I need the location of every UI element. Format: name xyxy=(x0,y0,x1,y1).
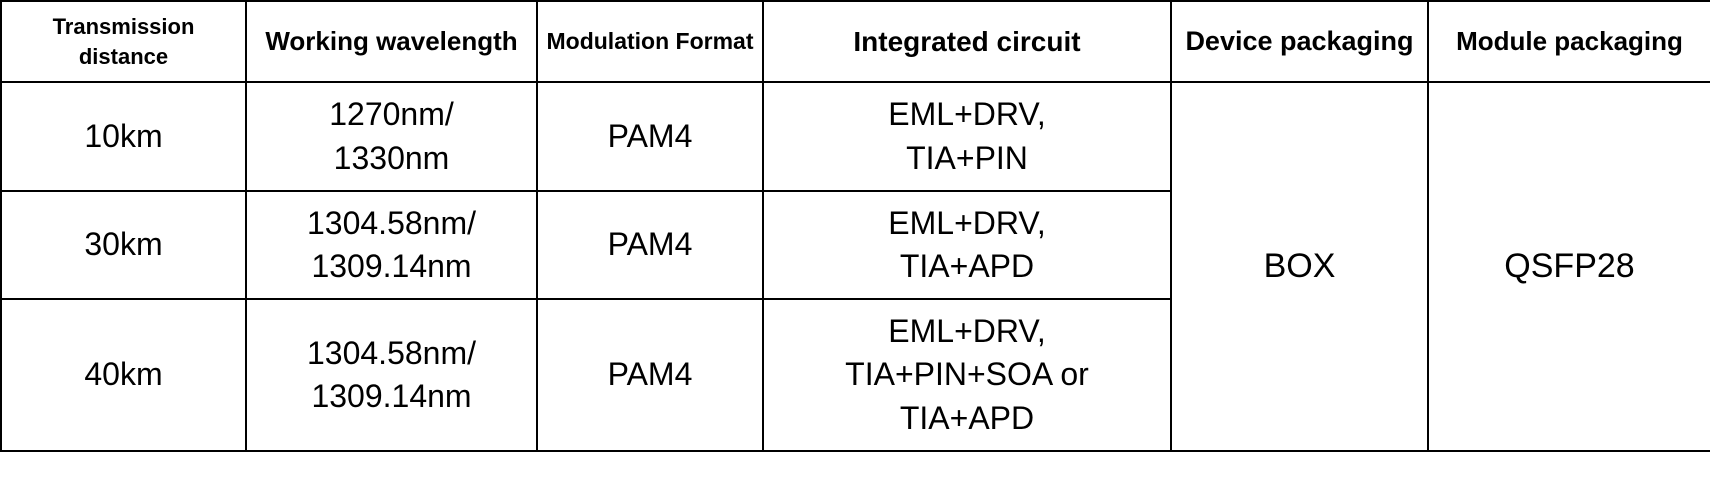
col-header-module-packaging: Module packaging xyxy=(1428,1,1710,82)
cell-ic: EML+DRV, TIA+APD xyxy=(763,191,1171,299)
cell-modulation: PAM4 xyxy=(537,82,763,190)
col-header-integrated-circuit: Integrated circuit xyxy=(763,1,1171,82)
col-header-modulation-format: Modulation Format xyxy=(537,1,763,82)
table-body: 10km 1270nm/ 1330nm PAM4 EML+DRV, TIA+PI… xyxy=(1,82,1710,450)
cell-distance: 30km xyxy=(1,191,246,299)
cell-modulation: PAM4 xyxy=(537,299,763,451)
cell-device-packaging: BOX xyxy=(1171,82,1428,450)
spec-table-container: Transmission distance Working wavelength… xyxy=(0,0,1710,452)
col-header-transmission-distance: Transmission distance xyxy=(1,1,246,82)
cell-wavelength: 1270nm/ 1330nm xyxy=(246,82,537,190)
table-row: 10km 1270nm/ 1330nm PAM4 EML+DRV, TIA+PI… xyxy=(1,82,1710,190)
col-header-working-wavelength: Working wavelength xyxy=(246,1,537,82)
cell-ic: EML+DRV, TIA+PIN xyxy=(763,82,1171,190)
table-header-row: Transmission distance Working wavelength… xyxy=(1,1,1710,82)
cell-ic: EML+DRV, TIA+PIN+SOA or TIA+APD xyxy=(763,299,1171,451)
col-header-device-packaging: Device packaging xyxy=(1171,1,1428,82)
cell-distance: 40km xyxy=(1,299,246,451)
cell-modulation: PAM4 xyxy=(537,191,763,299)
table-header: Transmission distance Working wavelength… xyxy=(1,1,1710,82)
cell-wavelength: 1304.58nm/ 1309.14nm xyxy=(246,191,537,299)
cell-distance: 10km xyxy=(1,82,246,190)
spec-table: Transmission distance Working wavelength… xyxy=(0,0,1710,452)
cell-wavelength: 1304.58nm/ 1309.14nm xyxy=(246,299,537,451)
cell-module-packaging: QSFP28 xyxy=(1428,82,1710,450)
